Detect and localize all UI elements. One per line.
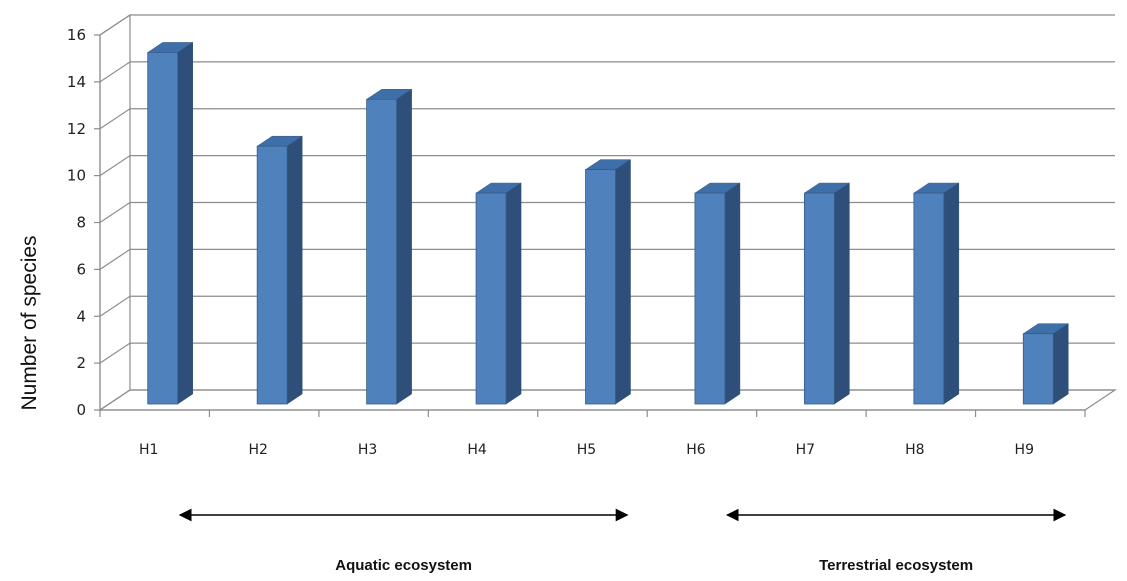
x-tick-label: H4 (467, 442, 487, 458)
y-tick-label: 10 (67, 167, 86, 185)
group-label: Aquatic ecosystem (335, 557, 472, 574)
x-tick-label: H7 (796, 442, 815, 458)
x-tick-label: H8 (905, 442, 924, 458)
bar (1022, 323, 1070, 405)
bar-front (366, 98, 398, 405)
bar-front (1022, 333, 1054, 405)
y-tick-label: 6 (76, 260, 86, 278)
y-tick-label: 0 (76, 401, 86, 419)
bar-side (943, 182, 960, 405)
gridline-side (99, 248, 131, 270)
y-tick-label: 14 (67, 73, 86, 91)
bar-side (286, 135, 303, 405)
x-tick-label: H9 (1015, 442, 1034, 458)
aquatic-group: Aquatic ecosystem (178, 508, 629, 574)
bar (146, 41, 194, 405)
bar-front (694, 192, 726, 405)
x-tick-label: H1 (139, 442, 158, 458)
bar (475, 182, 522, 405)
gridline-side (99, 389, 131, 411)
bar-front (475, 192, 507, 405)
bar-side (177, 41, 193, 405)
gridline-side (99, 202, 131, 223)
bar (584, 159, 632, 405)
y-tick-label: 4 (76, 307, 86, 325)
y-tick-label: 2 (76, 354, 86, 372)
x-axis: H1 H2 H3 H4 H5 H6 H7 H8 H9 (99, 409, 1086, 458)
y-axis-label: Number of species (18, 235, 41, 410)
gridline-side (99, 155, 131, 177)
y-axis: 0 2 4 6 8 10 12 14 16 (67, 26, 101, 419)
bar (913, 182, 960, 405)
y-tick-label: 12 (67, 120, 86, 138)
gridline-side (99, 295, 131, 317)
gridline-side (99, 108, 131, 130)
x-tick-label: H3 (358, 442, 377, 458)
bar (803, 182, 851, 405)
x-tick-label: H6 (686, 442, 706, 458)
y-tick-label: 8 (76, 214, 86, 232)
x-tick-label: H5 (577, 442, 596, 458)
ecosystem-groups: Aquatic ecosystem Terrestrial ecosystem (178, 508, 1067, 574)
bar-side (505, 182, 522, 405)
bar-side (396, 88, 412, 405)
bar-front (147, 52, 179, 405)
bar (365, 88, 413, 405)
bar-front (803, 192, 835, 405)
bar-side (724, 182, 741, 405)
bar-side (1053, 323, 1069, 405)
bar (694, 182, 741, 405)
bar-front (585, 169, 616, 405)
terrestrial-group: Terrestrial ecosystem (725, 508, 1067, 574)
bar-side (615, 159, 631, 405)
bar (256, 135, 303, 405)
gridline-side (99, 14, 131, 36)
group-label: Terrestrial ecosystem (819, 557, 973, 574)
bars (146, 41, 1070, 405)
bar-front (913, 192, 945, 405)
bar-front (256, 145, 288, 405)
x-tick-label: H2 (248, 442, 267, 458)
y-tick-label: 16 (67, 26, 86, 44)
gridline-side (99, 342, 131, 364)
bar-side (834, 182, 850, 405)
gridline-side (99, 61, 131, 83)
